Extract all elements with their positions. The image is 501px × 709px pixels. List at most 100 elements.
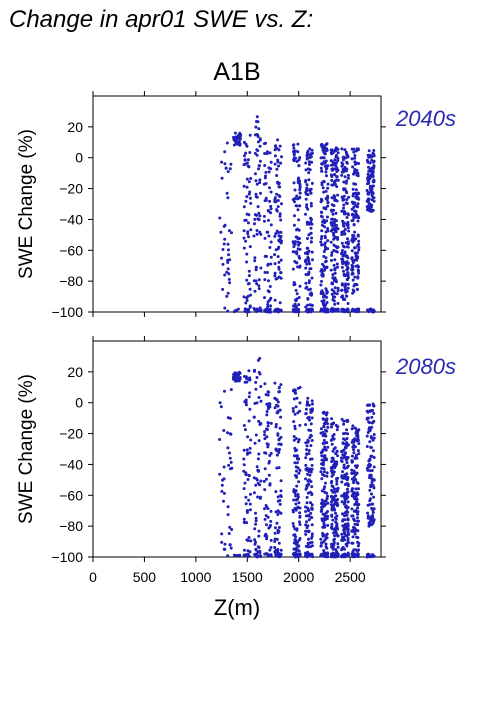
scatter-point bbox=[342, 437, 345, 441]
scatter-point bbox=[266, 424, 270, 428]
scatter-point bbox=[351, 194, 355, 198]
scatter-point bbox=[246, 553, 250, 557]
scatter-point bbox=[345, 152, 349, 156]
scatter-point bbox=[322, 190, 326, 194]
scatter-point bbox=[275, 167, 279, 171]
scatter-point bbox=[341, 449, 345, 453]
scatter-point bbox=[357, 248, 361, 252]
scatter-point bbox=[367, 180, 370, 183]
scatter-point bbox=[353, 191, 357, 195]
scatter-point bbox=[333, 534, 337, 538]
scatter-point bbox=[220, 176, 224, 180]
scatter-point bbox=[340, 265, 344, 269]
scatter-point bbox=[343, 514, 346, 518]
scatter-point bbox=[323, 245, 327, 249]
scatter-point bbox=[276, 404, 280, 408]
scatter-point bbox=[296, 181, 300, 185]
scatter-point bbox=[226, 309, 230, 313]
scatter-point bbox=[305, 222, 309, 226]
scatter-point bbox=[293, 461, 297, 465]
scatter-point bbox=[353, 522, 357, 526]
scatter-point bbox=[325, 471, 329, 475]
scatter-point bbox=[320, 169, 324, 173]
scatter-point bbox=[269, 211, 273, 215]
scatter-point bbox=[244, 403, 248, 407]
scatter-point bbox=[238, 142, 242, 146]
scatter-point bbox=[356, 214, 360, 218]
scatter-point bbox=[357, 542, 361, 545]
scatter-point bbox=[330, 251, 334, 255]
scatter-point bbox=[333, 179, 337, 183]
scatter-point bbox=[252, 306, 256, 310]
scatter-point bbox=[245, 452, 249, 456]
scatter-point bbox=[320, 145, 324, 149]
scatter-point bbox=[346, 541, 350, 545]
scatter-point bbox=[255, 115, 259, 119]
scatter-point bbox=[356, 255, 360, 259]
scatter-point bbox=[228, 258, 232, 262]
scatter-point bbox=[355, 464, 359, 468]
scatter-point bbox=[372, 166, 376, 170]
scatter-point bbox=[340, 147, 344, 151]
y-tick-label: −20 bbox=[59, 181, 83, 197]
scatter-point bbox=[365, 416, 369, 420]
scatter-point bbox=[332, 173, 336, 177]
scatter-point bbox=[336, 193, 340, 197]
scatter-point bbox=[366, 403, 370, 407]
scatter-point bbox=[276, 247, 280, 251]
scatter-point bbox=[350, 507, 354, 511]
scatter-point bbox=[253, 172, 257, 176]
scatter-point bbox=[269, 207, 273, 211]
scatter-point bbox=[356, 244, 360, 247]
scatter-point bbox=[344, 181, 348, 185]
scatter-point bbox=[372, 412, 376, 415]
scatter-point bbox=[342, 269, 345, 273]
x-tick-label: 1500 bbox=[232, 569, 263, 585]
scatter-point bbox=[309, 501, 312, 505]
scatter-point bbox=[248, 245, 252, 249]
scatter-point bbox=[342, 158, 345, 162]
scatter-point bbox=[340, 475, 344, 479]
scatter-point bbox=[298, 195, 302, 199]
scatter-point bbox=[279, 494, 283, 497]
scatter-point bbox=[304, 305, 308, 309]
scatter-point bbox=[351, 240, 355, 244]
scatter-point bbox=[357, 519, 360, 523]
scatter-point bbox=[305, 262, 309, 266]
scatter-point bbox=[343, 175, 347, 179]
scatter-point bbox=[298, 191, 302, 195]
scatter-point bbox=[372, 465, 376, 469]
scatter-point bbox=[340, 209, 344, 213]
scatter-point bbox=[304, 266, 308, 270]
scatter-point bbox=[335, 161, 338, 165]
scatter-point bbox=[326, 227, 330, 230]
scatter-point bbox=[341, 441, 345, 445]
scatter-point bbox=[265, 428, 269, 432]
scatter-point bbox=[320, 466, 324, 470]
scatter-point bbox=[353, 156, 357, 160]
scatter-point bbox=[246, 158, 250, 162]
scatter-point bbox=[323, 221, 327, 225]
scatter-point bbox=[366, 431, 370, 434]
scatter-point bbox=[336, 227, 340, 231]
scatter-point bbox=[294, 391, 298, 395]
scatter-point bbox=[268, 186, 271, 190]
scatter-point bbox=[321, 430, 325, 434]
scatter-point bbox=[268, 403, 272, 407]
scatter-point bbox=[308, 418, 311, 422]
scatter-point bbox=[298, 401, 302, 405]
scatter-point bbox=[310, 181, 314, 185]
scatter-point bbox=[336, 156, 340, 160]
scatter-point bbox=[279, 271, 283, 275]
scatter-point bbox=[256, 149, 260, 153]
scatter-point bbox=[274, 309, 278, 313]
scatter-point bbox=[333, 555, 337, 559]
scatter-point bbox=[351, 541, 355, 545]
y-tick-label: −100 bbox=[51, 304, 83, 320]
scatter-point bbox=[257, 218, 261, 222]
scatter-point bbox=[335, 428, 339, 432]
scatter-point bbox=[258, 214, 262, 218]
scatter-point bbox=[245, 252, 249, 256]
scatter-point bbox=[330, 281, 334, 285]
scatter-point bbox=[311, 258, 314, 262]
